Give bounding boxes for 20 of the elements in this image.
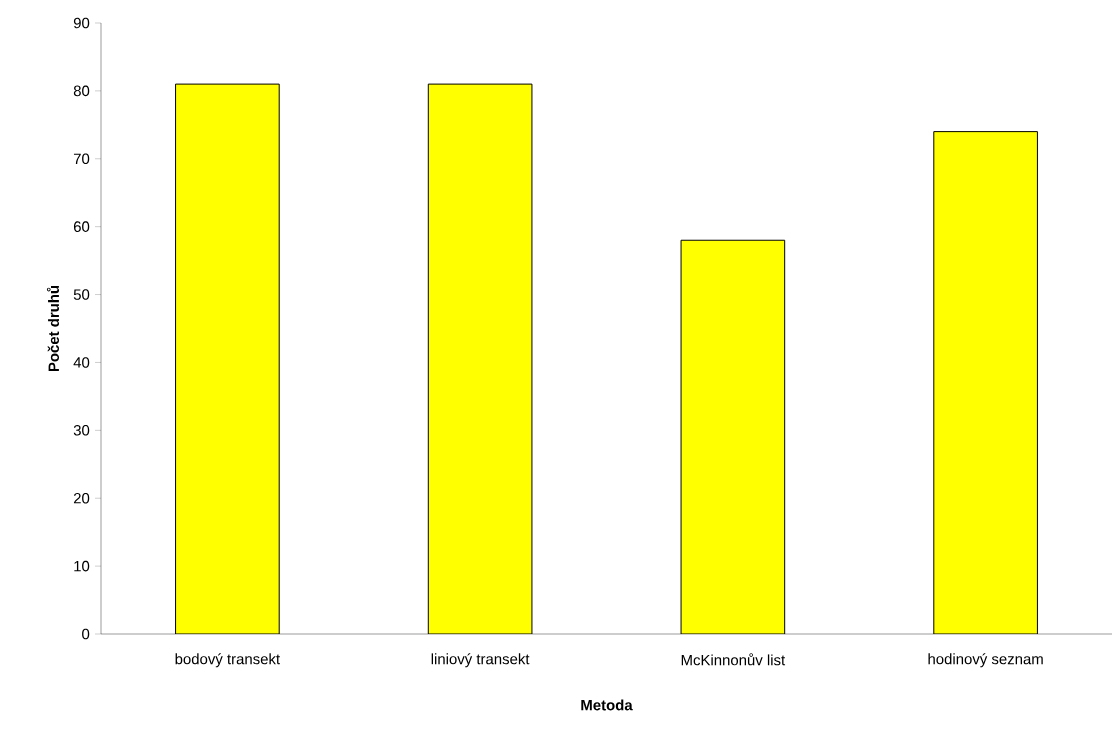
x-tick-label: bodový transekt [175,653,280,668]
y-axis-title: Počet druhů [46,285,60,372]
x-axis-title: Metoda [581,699,633,711]
y-tick-label: 10 [74,560,90,572]
y-tick-label: 90 [73,17,90,29]
bar [933,131,1038,634]
y-tick-label: 0 [82,628,90,640]
y-tick-label: 30 [73,425,90,436]
bar [175,83,280,634]
y-tick-label: 40 [73,357,90,368]
y-tick-label: 60 [73,221,90,232]
y-tick-label: 70 [73,153,90,165]
bar [427,83,533,634]
y-tick-label: 50 [73,289,90,300]
x-tick-label: hodinový seznam [928,653,1043,668]
x-tick-label: McKinnonův list [681,653,786,666]
y-tick-label: 20 [73,492,90,504]
y-tick-label: 80 [73,85,90,97]
x-tick-label: liniový transekt [431,653,530,668]
bar [680,239,786,634]
